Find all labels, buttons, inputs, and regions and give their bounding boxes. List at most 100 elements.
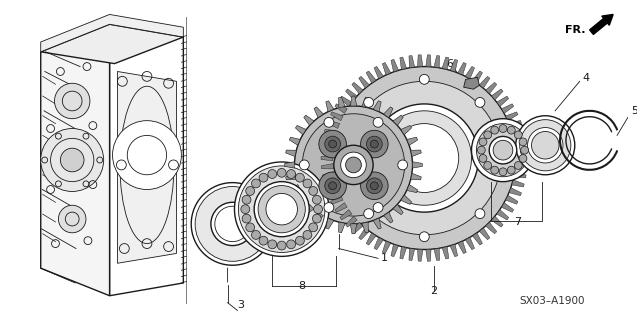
Polygon shape (322, 138, 335, 144)
Circle shape (341, 152, 366, 178)
Polygon shape (491, 216, 503, 227)
Polygon shape (450, 60, 457, 72)
Circle shape (390, 124, 459, 192)
Polygon shape (501, 203, 513, 212)
Text: 1: 1 (381, 253, 388, 263)
Polygon shape (417, 55, 423, 67)
Polygon shape (506, 195, 518, 204)
Polygon shape (335, 203, 347, 212)
Polygon shape (417, 249, 423, 261)
Polygon shape (340, 96, 352, 107)
Circle shape (195, 187, 270, 261)
Circle shape (329, 140, 336, 148)
Circle shape (371, 140, 378, 148)
Polygon shape (340, 210, 352, 220)
Polygon shape (331, 112, 343, 121)
Circle shape (519, 138, 527, 146)
Text: FR.: FR. (565, 25, 585, 35)
Circle shape (364, 98, 373, 107)
Polygon shape (401, 195, 412, 204)
Polygon shape (324, 180, 337, 187)
Text: 4: 4 (583, 73, 590, 84)
Circle shape (499, 124, 507, 132)
Polygon shape (366, 71, 376, 83)
Circle shape (41, 129, 104, 191)
Polygon shape (516, 156, 527, 161)
Polygon shape (442, 247, 448, 259)
Polygon shape (304, 115, 314, 125)
Circle shape (341, 153, 350, 163)
Text: SX03–A1900: SX03–A1900 (519, 296, 585, 306)
Circle shape (483, 131, 492, 139)
Circle shape (61, 148, 84, 172)
Circle shape (348, 81, 501, 235)
Circle shape (234, 162, 329, 256)
Circle shape (520, 146, 529, 154)
Polygon shape (350, 224, 357, 234)
Polygon shape (324, 129, 337, 136)
Circle shape (507, 126, 515, 134)
Circle shape (329, 182, 336, 190)
Polygon shape (514, 138, 526, 144)
Polygon shape (465, 237, 475, 250)
Polygon shape (327, 120, 340, 128)
Polygon shape (41, 24, 110, 296)
Circle shape (493, 140, 513, 160)
Polygon shape (411, 173, 421, 180)
Polygon shape (506, 112, 518, 121)
Polygon shape (515, 164, 527, 169)
Circle shape (113, 121, 182, 189)
Circle shape (254, 182, 309, 237)
Circle shape (303, 114, 404, 216)
Polygon shape (289, 185, 300, 193)
Polygon shape (41, 14, 183, 52)
Circle shape (277, 168, 286, 177)
Circle shape (299, 160, 309, 170)
Circle shape (259, 236, 268, 245)
Polygon shape (450, 244, 457, 257)
Polygon shape (509, 188, 522, 196)
Polygon shape (426, 249, 431, 261)
Circle shape (294, 106, 413, 224)
Polygon shape (359, 76, 369, 88)
Circle shape (364, 209, 373, 219)
Polygon shape (382, 62, 391, 75)
Circle shape (519, 155, 527, 162)
Polygon shape (352, 82, 363, 94)
Polygon shape (400, 247, 406, 259)
Circle shape (191, 183, 274, 265)
Circle shape (507, 166, 515, 174)
Polygon shape (41, 24, 183, 64)
Circle shape (475, 209, 485, 219)
Polygon shape (501, 104, 513, 113)
Polygon shape (393, 115, 403, 125)
Polygon shape (485, 82, 497, 94)
Text: 8: 8 (298, 281, 305, 291)
Circle shape (246, 187, 255, 196)
Polygon shape (383, 212, 393, 223)
Polygon shape (497, 96, 509, 107)
Circle shape (319, 130, 347, 158)
Polygon shape (512, 129, 524, 136)
Circle shape (313, 205, 322, 214)
Circle shape (268, 170, 276, 179)
Polygon shape (479, 76, 490, 88)
Circle shape (490, 166, 499, 174)
Polygon shape (285, 162, 294, 168)
Polygon shape (321, 156, 333, 161)
Polygon shape (406, 185, 418, 193)
Circle shape (296, 236, 304, 245)
Circle shape (324, 203, 334, 212)
Polygon shape (401, 125, 412, 135)
Circle shape (346, 157, 361, 173)
Polygon shape (366, 233, 376, 245)
Circle shape (397, 160, 408, 170)
Polygon shape (491, 89, 503, 100)
Polygon shape (434, 248, 440, 260)
Circle shape (324, 117, 334, 127)
Polygon shape (285, 150, 296, 156)
Polygon shape (409, 55, 415, 68)
Polygon shape (327, 188, 340, 196)
Circle shape (211, 202, 254, 245)
Circle shape (242, 195, 251, 204)
